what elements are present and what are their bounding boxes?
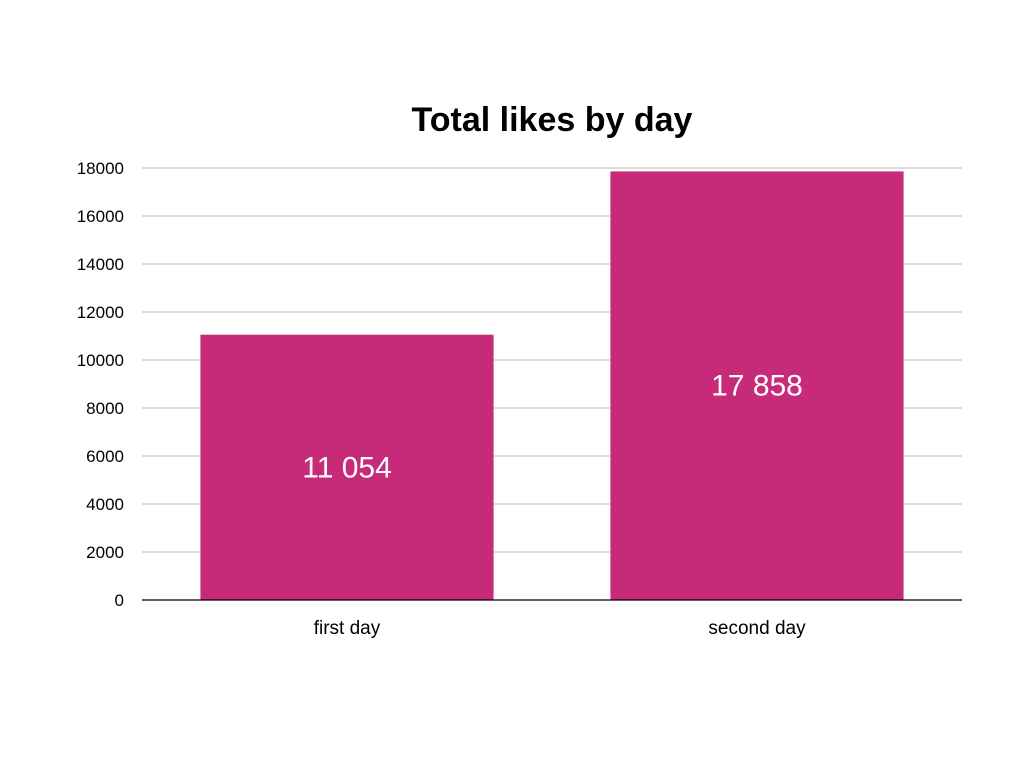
x-category-label: first day: [314, 618, 381, 639]
y-tick-label: 14000: [77, 255, 124, 274]
y-axis-ticks: 0 2000 4000 6000 8000 10000 12000 14000 16000 180…: [77, 159, 124, 610]
y-tick-label: 12000: [77, 303, 124, 322]
y-tick-label: 8000: [86, 399, 124, 418]
y-tick-label: 2000: [86, 543, 124, 562]
y-tick-label: 6000: [86, 447, 124, 466]
y-tick-label: 0: [115, 591, 124, 610]
bars: [200, 171, 904, 600]
bar-data-label: 11 054: [302, 451, 392, 484]
y-tick-label: 10000: [77, 351, 124, 370]
y-tick-label: 18000: [77, 159, 124, 178]
bar: [200, 334, 494, 600]
bar-data-label: 17 858: [711, 370, 803, 403]
x-axis-categories: first day second day: [314, 618, 806, 639]
data-labels: 11 054 17 858: [302, 370, 803, 485]
chart-title: Total likes by day: [412, 101, 693, 139]
bar: [610, 171, 904, 600]
y-tick-label: 4000: [86, 495, 124, 514]
y-tick-label: 16000: [77, 207, 124, 226]
x-category-label: second day: [708, 618, 806, 639]
